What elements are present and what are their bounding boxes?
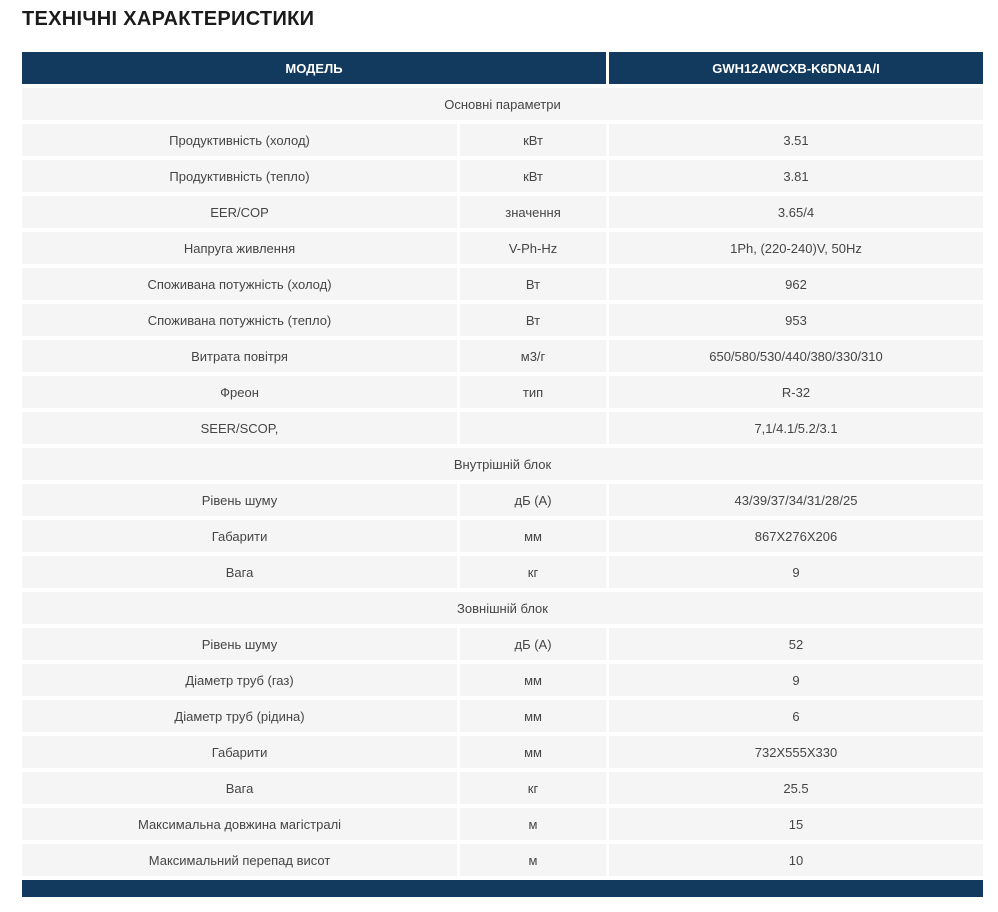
spec-row: Габарити мм 732X555X330 [22,736,983,768]
spec-value-cell: 52 [609,628,983,660]
spec-value-cell: 9 [609,664,983,696]
spec-unit-cell: мм [460,700,606,732]
spec-label-cell: Споживана потужність (тепло) [22,304,458,336]
spec-label-cell: Рівень шуму [22,484,458,516]
spec-value-cell: 650/580/530/440/380/330/310 [609,340,983,372]
spec-value-cell: 3.81 [609,160,983,192]
spec-label-cell: Максимальний перепад висот [22,844,458,876]
spec-label-cell: Діаметр труб (рідина) [22,700,458,732]
spec-row: Діаметр труб (рідина) мм 6 [22,700,983,732]
page-title: ТЕХНІЧНІ ХАРАКТЕРИСТИКИ [22,8,315,30]
spec-label-cell: EER/COP [22,196,458,228]
spec-value-cell: 732X555X330 [609,736,983,768]
spec-row: Вага кг 9 [22,556,983,588]
spec-unit-cell: V-Ph-Hz [460,232,606,264]
spec-unit-cell: Вт [460,304,606,336]
spec-value-cell: R-32 [609,376,983,408]
spec-label-cell: Вага [22,556,458,588]
spec-value-cell: 7,1/4.1/5.2/3.1 [609,412,983,444]
spec-unit-cell: м3/г [460,340,606,372]
spec-label-cell: Фреон [22,376,458,408]
spec-unit-cell: кг [460,772,606,804]
spec-unit-cell: тип [460,376,606,408]
section-row: Внутрішній блок [22,448,983,480]
spec-label-cell: Максимальна довжина магістралі [22,808,458,840]
spec-unit-cell: дБ (А) [460,628,606,660]
spec-row: Максимальна довжина магістралі м 15 [22,808,983,840]
spec-label-cell: Габарити [22,520,458,552]
table-body: Основні параметри Продуктивність (холод) к… [22,88,983,876]
spec-label-cell: Продуктивність (холод) [22,124,458,156]
spec-row: Рівень шуму дБ (А) 52 [22,628,983,660]
spec-value-cell: 6 [609,700,983,732]
spec-unit-cell [460,412,606,444]
spec-value-cell: 25.5 [609,772,983,804]
spec-unit-cell: кВт [460,124,606,156]
model-value-cell: GWH12AWCXB-K6DNA1A/I [608,52,983,84]
spec-row: Продуктивність (тепло) кВт 3.81 [22,160,983,192]
section-title: Зовнішній блок [22,592,983,624]
spec-unit-cell: значення [460,196,606,228]
spec-label-cell: Витрата повітря [22,340,458,372]
spec-unit-cell: дБ (А) [460,484,606,516]
spec-row: Діаметр труб (газ) мм 9 [22,664,983,696]
spec-row: Максимальний перепад висот м 10 [22,844,983,876]
section-title: Внутрішній блок [22,448,983,480]
spec-row: Продуктивність (холод) кВт 3.51 [22,124,983,156]
section-title: Основні параметри [22,88,983,120]
section-row: Зовнішній блок [22,592,983,624]
spec-label-cell: Продуктивність (тепло) [22,160,458,192]
spec-row: SEER/SCOP, 7,1/4.1/5.2/3.1 [22,412,983,444]
spec-row: Споживана потужність (тепло) Вт 953 [22,304,983,336]
spec-table: МОДЕЛЬ GWH12AWCXB-K6DNA1A/I Основні пара… [22,52,983,897]
spec-unit-cell: кг [460,556,606,588]
spec-value-cell: 10 [609,844,983,876]
spec-unit-cell: м [460,844,606,876]
spec-row: Рівень шуму дБ (А) 43/39/37/34/31/28/25 [22,484,983,516]
spec-value-cell: 953 [609,304,983,336]
spec-label-cell: Діаметр труб (газ) [22,664,458,696]
spec-value-cell: 3.65/4 [609,196,983,228]
spec-value-cell: 15 [609,808,983,840]
spec-row: EER/COP значення 3.65/4 [22,196,983,228]
clipped-next-table-header-bar [22,880,983,897]
spec-unit-cell: мм [460,520,606,552]
spec-row: Габарити мм 867X276X206 [22,520,983,552]
spec-unit-cell: м [460,808,606,840]
table-header-row: МОДЕЛЬ GWH12AWCXB-K6DNA1A/I [22,52,983,84]
spec-value-cell: 3.51 [609,124,983,156]
spec-page: ТЕХНІЧНІ ХАРАКТЕРИСТИКИ МОДЕЛЬ GWH12AWCX… [0,8,998,897]
spec-unit-cell: кВт [460,160,606,192]
spec-value-cell: 9 [609,556,983,588]
spec-value-cell: 1Ph, (220-240)V, 50Hz [609,232,983,264]
spec-value-cell: 867X276X206 [609,520,983,552]
spec-row: Фреон тип R-32 [22,376,983,408]
spec-label-cell: Габарити [22,736,458,768]
spec-label-cell: Напруга живлення [22,232,458,264]
section-row: Основні параметри [22,88,983,120]
spec-row: Витрата повітря м3/г 650/580/530/440/380/3… [22,340,983,372]
model-header-cell: МОДЕЛЬ [22,52,606,84]
spec-row: Напруга живлення V-Ph-Hz 1Ph, (220-240)V, … [22,232,983,264]
spec-value-cell: 962 [609,268,983,300]
spec-row: Вага кг 25.5 [22,772,983,804]
spec-label-cell: SEER/SCOP, [22,412,458,444]
spec-value-cell: 43/39/37/34/31/28/25 [609,484,983,516]
spec-unit-cell: мм [460,664,606,696]
spec-label-cell: Рівень шуму [22,628,458,660]
spec-label-cell: Споживана потужність (холод) [22,268,458,300]
spec-unit-cell: Вт [460,268,606,300]
spec-label-cell: Вага [22,772,458,804]
spec-row: Споживана потужність (холод) Вт 962 [22,268,983,300]
spec-unit-cell: мм [460,736,606,768]
